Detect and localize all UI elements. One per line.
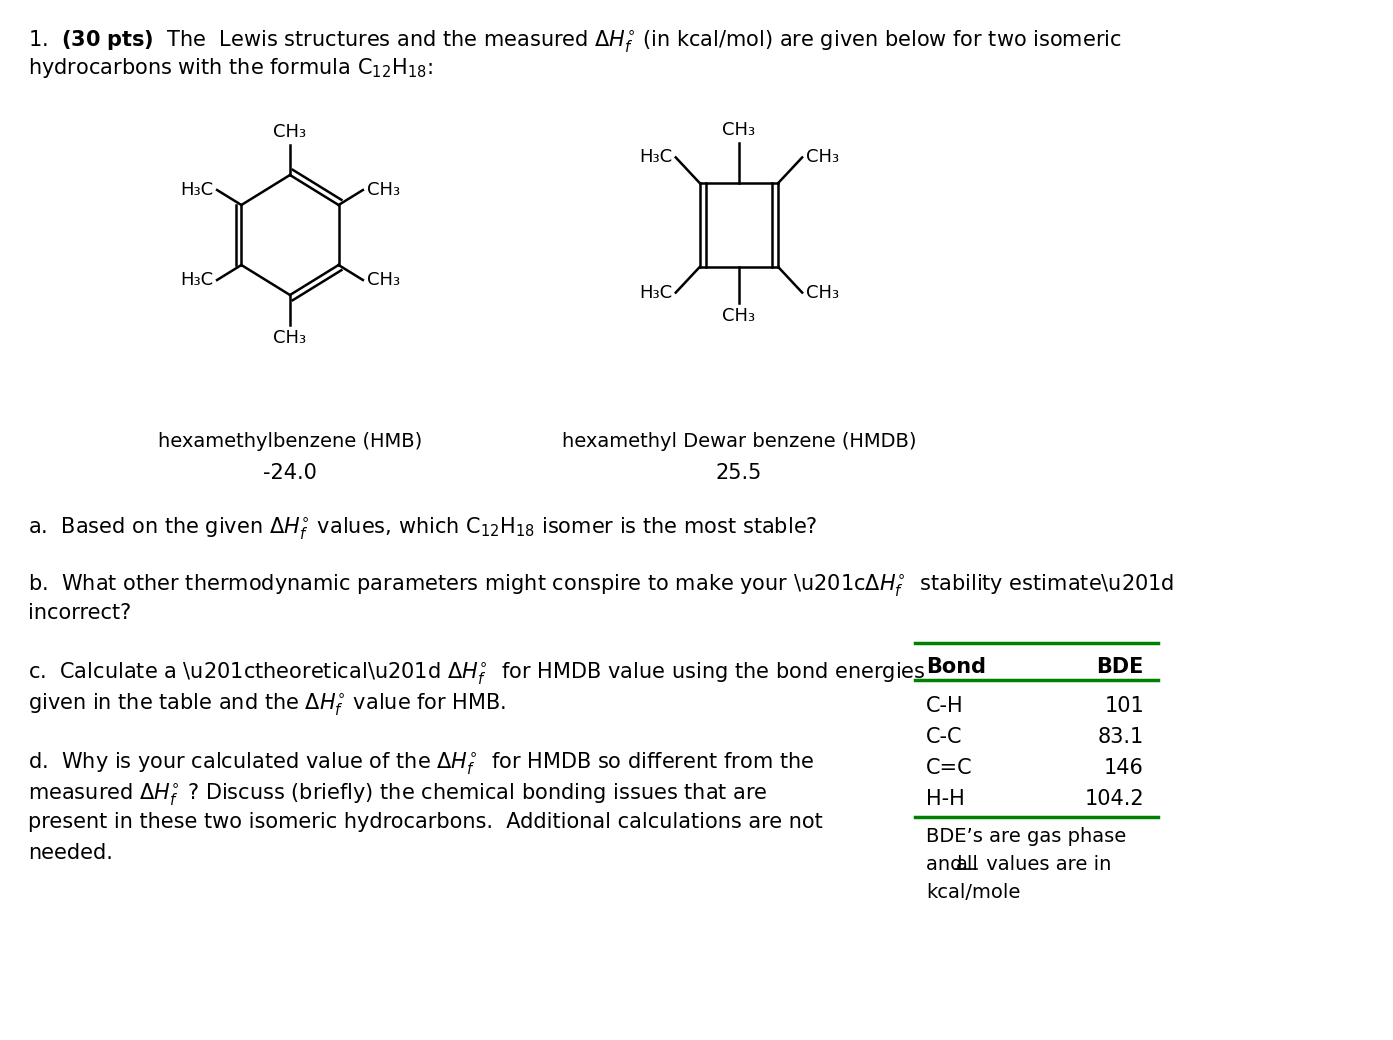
Text: CH₃: CH₃ — [273, 329, 306, 347]
Text: Bond: Bond — [926, 657, 986, 677]
Text: H-H: H-H — [926, 789, 965, 809]
Text: CH₃: CH₃ — [723, 122, 755, 139]
Text: 1.  $\mathbf{(30\ pts)}$  The  Lewis structures and the measured $\Delta H^{\cir: 1. $\mathbf{(30\ pts)}$ The Lewis struct… — [28, 28, 1121, 54]
Text: b.  What other thermodynamic parameters might conspire to make your \u201c$\Delt: b. What other thermodynamic parameters m… — [28, 572, 1174, 598]
Text: measured $\Delta H^{\circ}_{f}$ ? Discuss (briefly) the chemical bonding issues : measured $\Delta H^{\circ}_{f}$ ? Discus… — [28, 781, 768, 807]
Text: CH₃: CH₃ — [366, 181, 400, 199]
Text: C-C: C-C — [926, 727, 963, 747]
Text: d.  Why is your calculated value of the $\Delta H^{\circ}_{f}$  for HMDB so diff: d. Why is your calculated value of the $… — [28, 750, 815, 776]
Text: C-H: C-H — [926, 696, 964, 716]
Text: incorrect?: incorrect? — [28, 603, 131, 623]
Text: 83.1: 83.1 — [1098, 727, 1144, 747]
Text: H₃C: H₃C — [180, 181, 213, 199]
Text: kcal/mole: kcal/mole — [926, 883, 1021, 902]
Text: a.  Based on the given $\Delta H^{\circ}_{f}$ values, which $\mathrm{C_{12}H_{18: a. Based on the given $\Delta H^{\circ}_… — [28, 515, 818, 541]
Text: given in the table and the $\Delta H^{\circ}_{f}$ value for HMB.: given in the table and the $\Delta H^{\c… — [28, 691, 506, 717]
Text: CH₃: CH₃ — [807, 149, 839, 166]
Text: 25.5: 25.5 — [716, 463, 762, 483]
Text: CH₃: CH₃ — [273, 123, 306, 141]
Text: CH₃: CH₃ — [807, 284, 839, 302]
Text: H₃C: H₃C — [180, 271, 213, 289]
Text: 104.2: 104.2 — [1084, 789, 1144, 809]
Text: BDE: BDE — [1096, 657, 1144, 677]
Text: CH₃: CH₃ — [366, 271, 400, 289]
Text: H₃C: H₃C — [639, 149, 671, 166]
Text: 146: 146 — [1105, 758, 1144, 778]
Text: c.  Calculate a \u201ctheoretical\u201d $\Delta H^{\circ}_{f}$  for HMDB value u: c. Calculate a \u201ctheoretical\u201d $… — [28, 660, 926, 686]
Text: hexamethyl Dewar benzene (HMDB): hexamethyl Dewar benzene (HMDB) — [561, 432, 917, 451]
Text: present in these two isomeric hydrocarbons.  Additional calculations are not: present in these two isomeric hydrocarbo… — [28, 812, 823, 832]
Text: hydrocarbons with the formula $\mathrm{C_{12}H_{18}}$:: hydrocarbons with the formula $\mathrm{C… — [28, 56, 433, 80]
Text: and: and — [926, 855, 968, 874]
Text: needed.: needed. — [28, 843, 113, 863]
Text: C=C: C=C — [926, 758, 972, 778]
Text: BDE’s are gas phase: BDE’s are gas phase — [926, 827, 1127, 846]
Text: all: all — [956, 855, 979, 874]
Text: CH₃: CH₃ — [723, 307, 755, 326]
Text: -24.0: -24.0 — [263, 463, 318, 483]
Text: 101: 101 — [1105, 696, 1144, 716]
Text: values are in: values are in — [981, 855, 1112, 874]
Text: hexamethylbenzene (HMB): hexamethylbenzene (HMB) — [157, 432, 422, 451]
Text: H₃C: H₃C — [639, 284, 671, 302]
